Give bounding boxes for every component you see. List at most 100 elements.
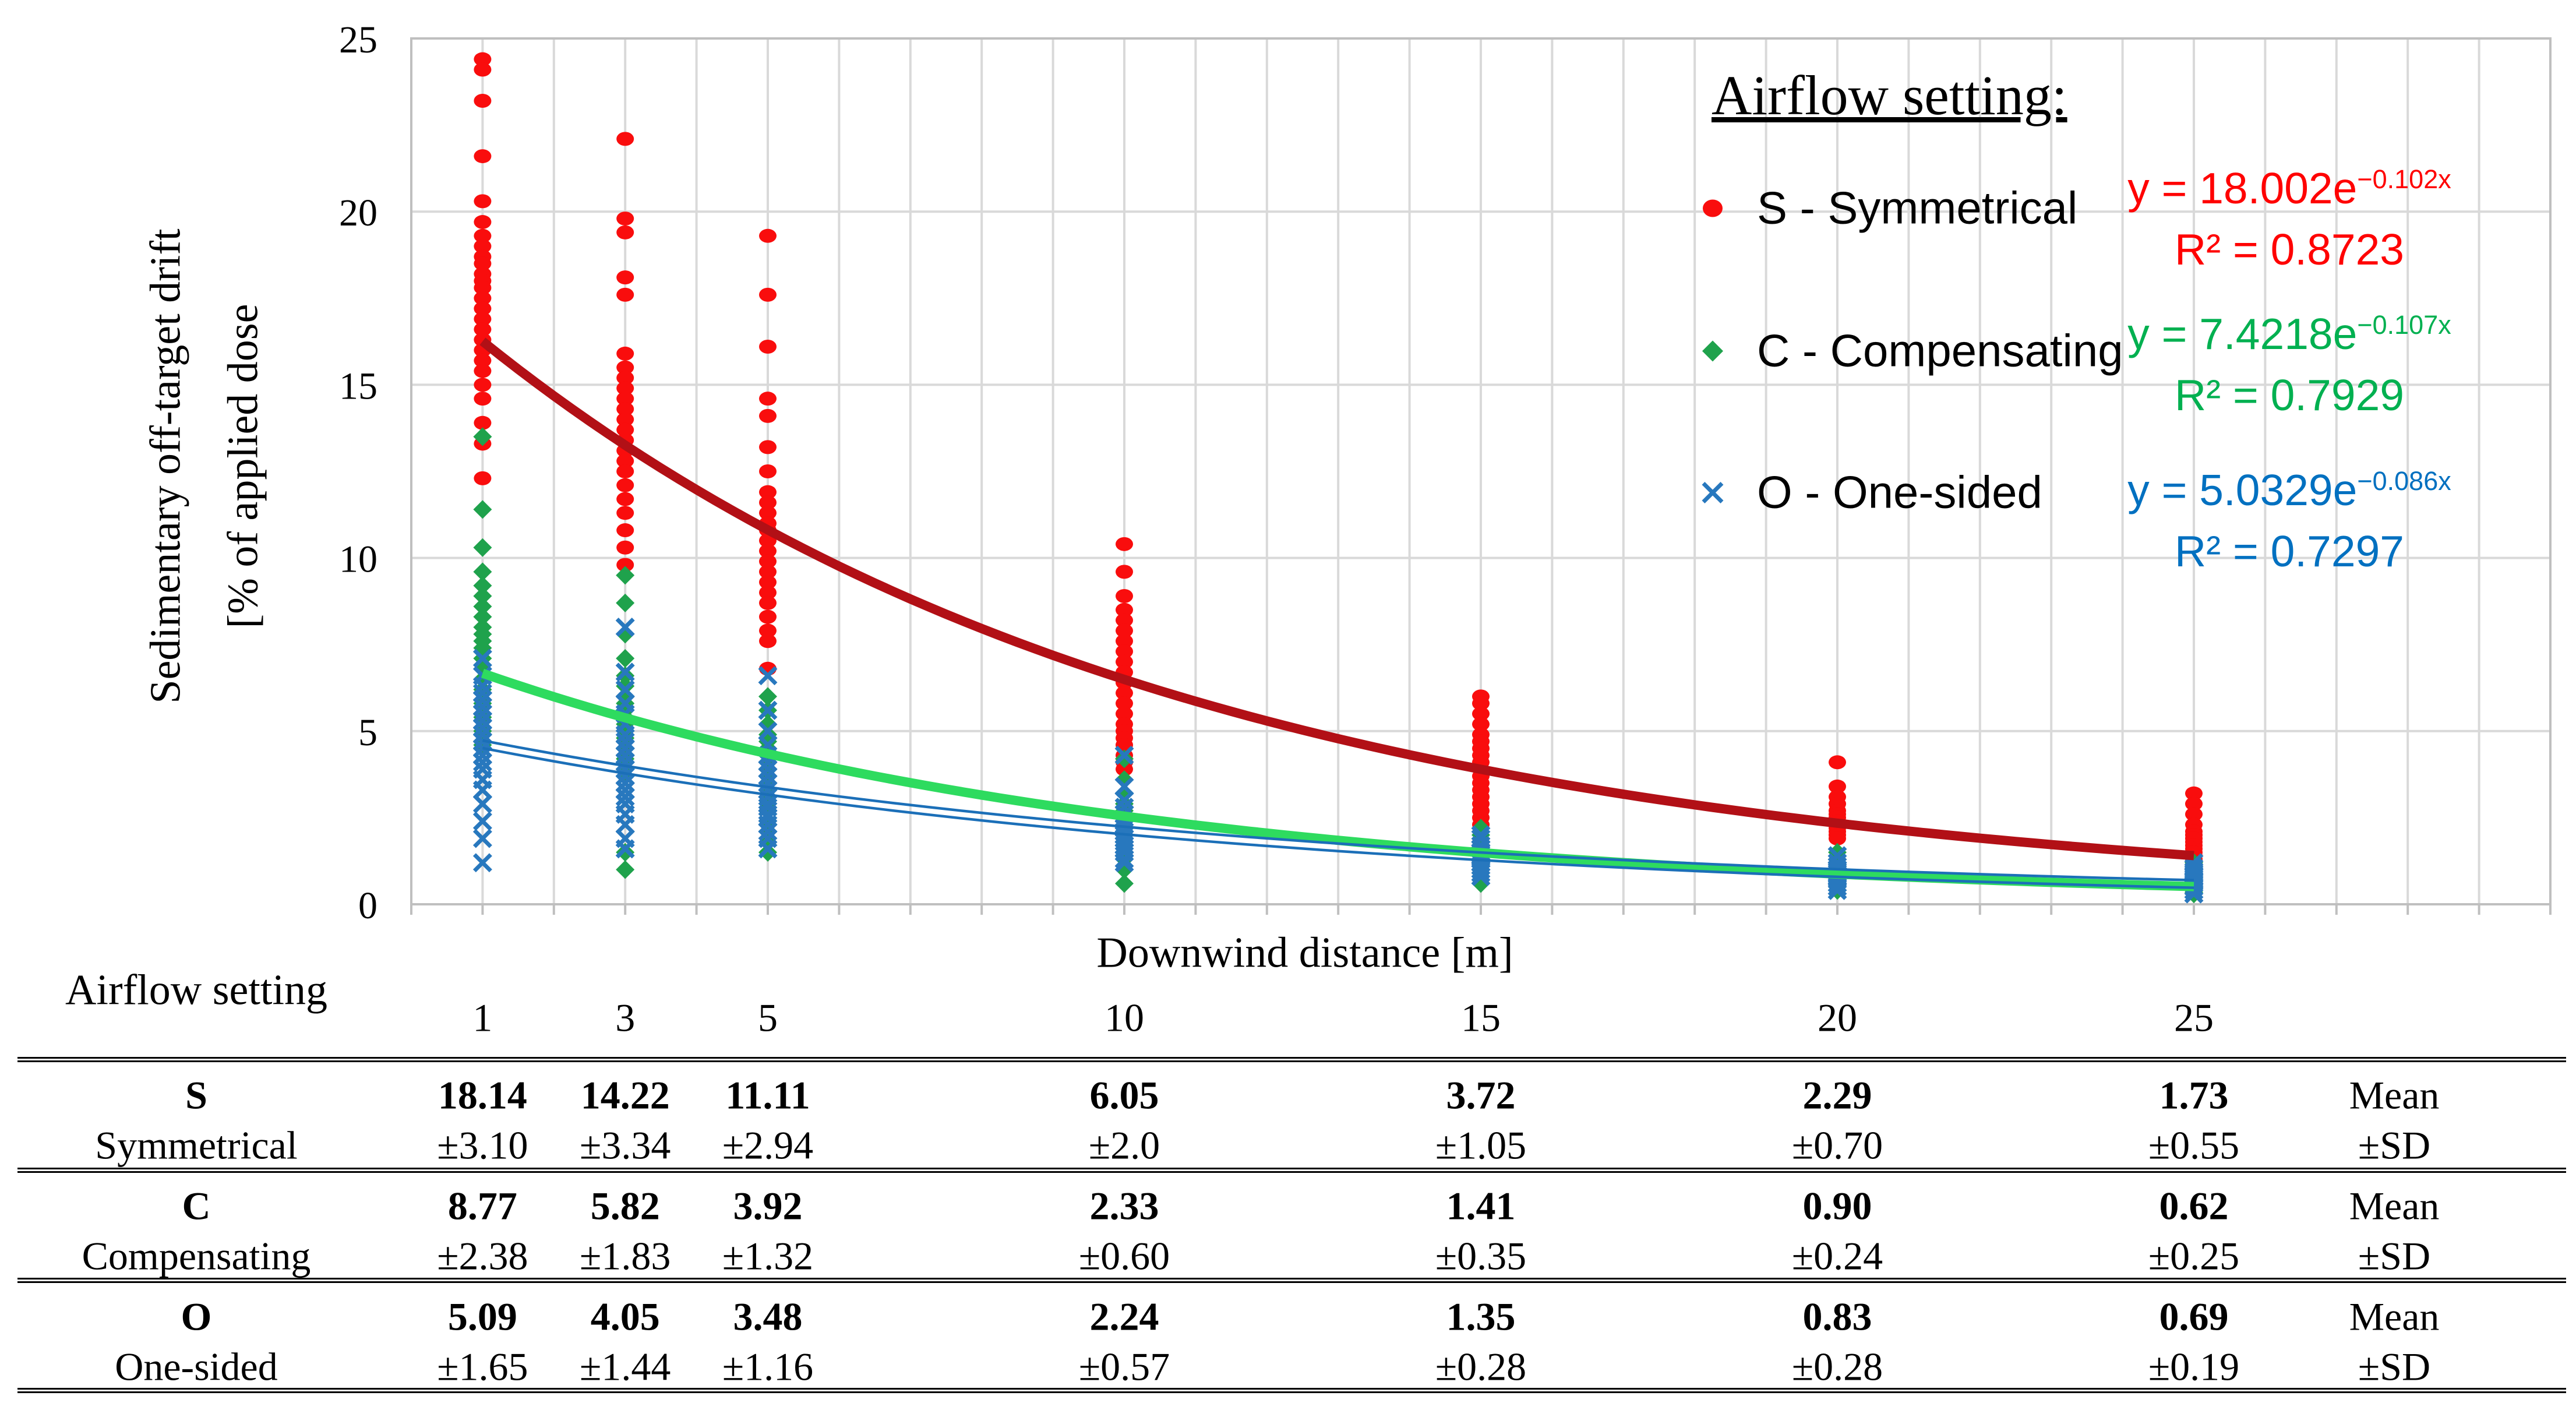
- sd-value: ±2.38: [437, 1233, 528, 1278]
- equation-line: y = 5.0329e−0.086x: [2127, 466, 2451, 514]
- table-row-header-title: Airflow setting: [65, 966, 328, 1014]
- sd-value: ±0.57: [1078, 1344, 1170, 1389]
- mean-value: 3.72: [1446, 1073, 1516, 1118]
- legend-title: Airflow setting:: [1712, 64, 2067, 126]
- mean-value: 2.33: [1089, 1183, 1159, 1228]
- column-header: 3: [615, 995, 636, 1040]
- sd-value: ±0.35: [1435, 1233, 1527, 1278]
- sd-value: ±3.10: [437, 1123, 528, 1168]
- mean-value: 0.83: [1802, 1294, 1872, 1339]
- legend-item-label: S - Symmetrical: [1757, 182, 2078, 234]
- equation-one-sided: y = 5.0329e−0.086x R² = 0.7297: [2097, 450, 2482, 582]
- series-circle: [474, 52, 2203, 873]
- mean-value: 1.35: [1446, 1294, 1516, 1339]
- sd-value: ±0.24: [1791, 1233, 1883, 1278]
- table-rule: [17, 1388, 2566, 1393]
- column-header: 10: [1104, 995, 1144, 1040]
- legend-item-one-sided: O - One-sided: [1688, 466, 2042, 519]
- sd-value: ±2.94: [722, 1123, 814, 1168]
- column-header: 1: [472, 995, 493, 1040]
- red-circle-icon: [1703, 199, 1723, 217]
- y-axis-title-line1: Sedimentary off-target drift: [142, 228, 190, 704]
- sd-value: ±0.55: [2148, 1123, 2240, 1168]
- r-squared-line: R² = 0.7297: [2174, 527, 2404, 576]
- row-name: One-sided: [115, 1344, 278, 1389]
- mean-value: 0.90: [1802, 1183, 1872, 1228]
- legend-item-label: O - One-sided: [1757, 466, 2042, 518]
- sd-value: ±0.25: [2148, 1233, 2240, 1278]
- y-tick-label: 25: [339, 19, 377, 61]
- y-tick-label: 5: [358, 711, 377, 754]
- sd-value: ±3.34: [580, 1123, 671, 1168]
- row-name: Symmetrical: [95, 1123, 298, 1168]
- trendline-one-sided: [482, 739, 2194, 882]
- sd-value: ±0.60: [1078, 1233, 1170, 1278]
- sd-value: ±0.28: [1791, 1344, 1883, 1389]
- sd-value: ±0.19: [2148, 1344, 2240, 1389]
- y-tick-label: 0: [358, 884, 377, 927]
- y-tick-label: 20: [339, 192, 377, 234]
- column-header: 5: [758, 995, 778, 1040]
- mean-value: 5.82: [590, 1183, 660, 1228]
- sd-value: ±0.70: [1791, 1123, 1883, 1168]
- sd-label: ±SD: [2358, 1233, 2431, 1278]
- row-code: C: [182, 1183, 211, 1228]
- sd-value: ±1.44: [580, 1344, 671, 1389]
- row-code: O: [181, 1294, 212, 1339]
- table-rule: [17, 1057, 2566, 1062]
- r-squared-line: R² = 0.8723: [2174, 225, 2404, 274]
- mean-label: Mean: [2349, 1073, 2440, 1118]
- mean-value: 18.14: [437, 1073, 527, 1118]
- equation-symmetrical: y = 18.002e−0.102x R² = 0.8723: [2097, 149, 2482, 280]
- mean-value: 5.09: [447, 1294, 517, 1339]
- trendline-one-sided: [482, 746, 2194, 889]
- equation-line: y = 7.4218e−0.107x: [2127, 309, 2451, 358]
- plot-border: [410, 37, 2552, 905]
- mean-label: Mean: [2349, 1294, 2440, 1339]
- mean-value: 0.69: [2159, 1294, 2229, 1339]
- mean-value: 8.77: [447, 1183, 517, 1228]
- mean-value: 2.24: [1089, 1294, 1159, 1339]
- legend-item-compensating: C - Compensating: [1688, 325, 2123, 378]
- y-tick-label: 10: [339, 538, 377, 581]
- y-axis-title-line2: [% of applied dose: [219, 304, 267, 629]
- mean-value: 4.05: [590, 1294, 660, 1339]
- sd-value: ±1.65: [437, 1344, 528, 1389]
- r-squared-line: R² = 0.7929: [2174, 371, 2404, 420]
- sd-label: ±SD: [2358, 1344, 2431, 1389]
- sd-label: ±SD: [2358, 1123, 2431, 1168]
- blue-cross-icon: [1702, 481, 1724, 503]
- legend-item-symmetrical: S - Symmetrical: [1688, 182, 2077, 235]
- mean-value: 0.62: [2159, 1183, 2229, 1228]
- equation-compensating: y = 7.4218e−0.107x R² = 0.7929: [2097, 294, 2482, 426]
- x-axis-title: Downwind distance [m]: [1096, 929, 1513, 977]
- equation-line: y = 18.002e−0.102x: [2127, 164, 2451, 213]
- trendline-compensating: [481, 669, 2194, 891]
- mean-value: 2.29: [1802, 1073, 1872, 1118]
- column-header: 20: [1818, 995, 1857, 1040]
- table-rule: [17, 1168, 2566, 1173]
- sd-value: ±0.28: [1435, 1344, 1527, 1389]
- legend-item-label: C - Compensating: [1757, 325, 2123, 376]
- mean-value: 14.22: [580, 1073, 670, 1118]
- row-code: S: [185, 1073, 207, 1118]
- row-name: Compensating: [82, 1233, 311, 1278]
- trendline-symmetrical: [479, 337, 2194, 861]
- mean-value: 3.48: [733, 1294, 803, 1339]
- mean-value: 1.41: [1446, 1183, 1516, 1228]
- mean-label: Mean: [2349, 1183, 2440, 1228]
- column-header: 15: [1461, 995, 1501, 1040]
- mean-value: 11.11: [725, 1073, 810, 1118]
- sd-value: ±1.16: [722, 1344, 814, 1389]
- sd-value: ±1.05: [1435, 1123, 1527, 1168]
- sd-value: ±1.83: [580, 1233, 671, 1278]
- column-header: 25: [2174, 995, 2214, 1040]
- sd-value: ±2.0: [1088, 1123, 1160, 1168]
- y-tick-label: 15: [339, 365, 377, 407]
- sd-value: ±1.32: [722, 1233, 814, 1278]
- mean-value: 6.05: [1089, 1073, 1159, 1118]
- table-rule: [17, 1278, 2566, 1283]
- mean-value: 3.92: [733, 1183, 803, 1228]
